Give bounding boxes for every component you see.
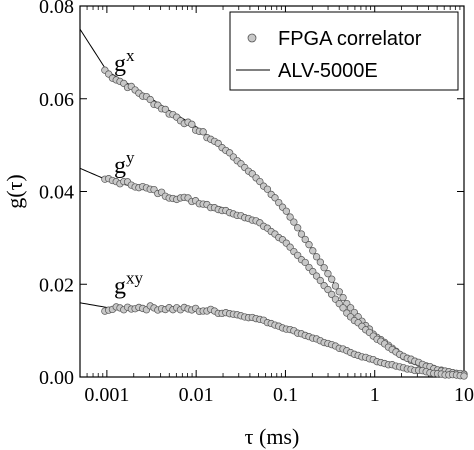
series-label-gx: gx: [114, 46, 135, 77]
x-tick-label: 0.01: [179, 384, 214, 406]
legend-box: [229, 11, 459, 91]
x-axis-title: τ (ms): [245, 424, 300, 449]
legend: FPGA correlator ALV-5000E: [229, 11, 459, 91]
fpga-data-point: [297, 230, 306, 238]
fpga-data-point: [263, 185, 272, 193]
axis-ticks: 0.00 0.02 0.04 0.06 0.08 0.001 0.01 0.1 1 10: [39, 0, 474, 406]
fpga-data-point: [309, 247, 317, 255]
fpga-data-point: [339, 293, 347, 302]
fpga-data-point: [328, 275, 336, 283]
fpga-data-point: [188, 120, 196, 128]
fpga-data-point: [312, 253, 321, 261]
fpga-data-point: [294, 224, 302, 232]
y-tick-label: 0.08: [39, 0, 74, 18]
x-tick-label: 10: [454, 384, 474, 406]
x-tick-label: 0.001: [84, 384, 129, 406]
legend-label-alv: ALV-5000E: [278, 60, 378, 82]
fpga-data-point: [339, 304, 347, 312]
fpga-data-point: [320, 264, 328, 272]
series-labels: gx gy gxy: [114, 46, 144, 300]
fpga-data-point: [335, 288, 343, 296]
fpga-data-point: [290, 218, 298, 226]
series-label-gy: gy: [114, 148, 135, 179]
alv-fit-curve: [79, 302, 465, 377]
fpga-data-point: [146, 95, 154, 104]
x-tick-label: 1: [370, 384, 380, 406]
fpga-data-point: [301, 235, 309, 244]
legend-label-fpga: FPGA correlator: [278, 28, 422, 50]
fpga-data-point: [331, 282, 340, 290]
fpga-data-point: [271, 194, 279, 202]
fpga-data-point: [328, 290, 336, 299]
fpga-data-point: [324, 285, 332, 294]
fpga-data-point: [199, 128, 207, 136]
fpga-data-point: [316, 276, 325, 285]
fpga-data-point: [460, 372, 468, 380]
legend-circle-marker-icon: [247, 33, 257, 43]
fpga-data-point: [346, 304, 355, 312]
fpga-data-point: [282, 207, 290, 215]
y-tick-label: 0.00: [39, 367, 74, 389]
fpga-data-point: [316, 258, 325, 266]
fpga-data-point: [301, 258, 309, 267]
series-label-gxy: gxy: [114, 269, 144, 300]
y-axis-title: g(τ): [2, 174, 27, 209]
fpga-data-point: [324, 270, 332, 278]
data-points: [101, 66, 468, 380]
fpga-data-point: [305, 241, 313, 249]
y-tick-label: 0.06: [39, 89, 74, 111]
x-tick-label: 0.1: [273, 384, 298, 406]
y-tick-label: 0.04: [39, 182, 74, 204]
fpga-data-point: [286, 213, 294, 221]
y-tick-label: 0.02: [39, 274, 74, 296]
